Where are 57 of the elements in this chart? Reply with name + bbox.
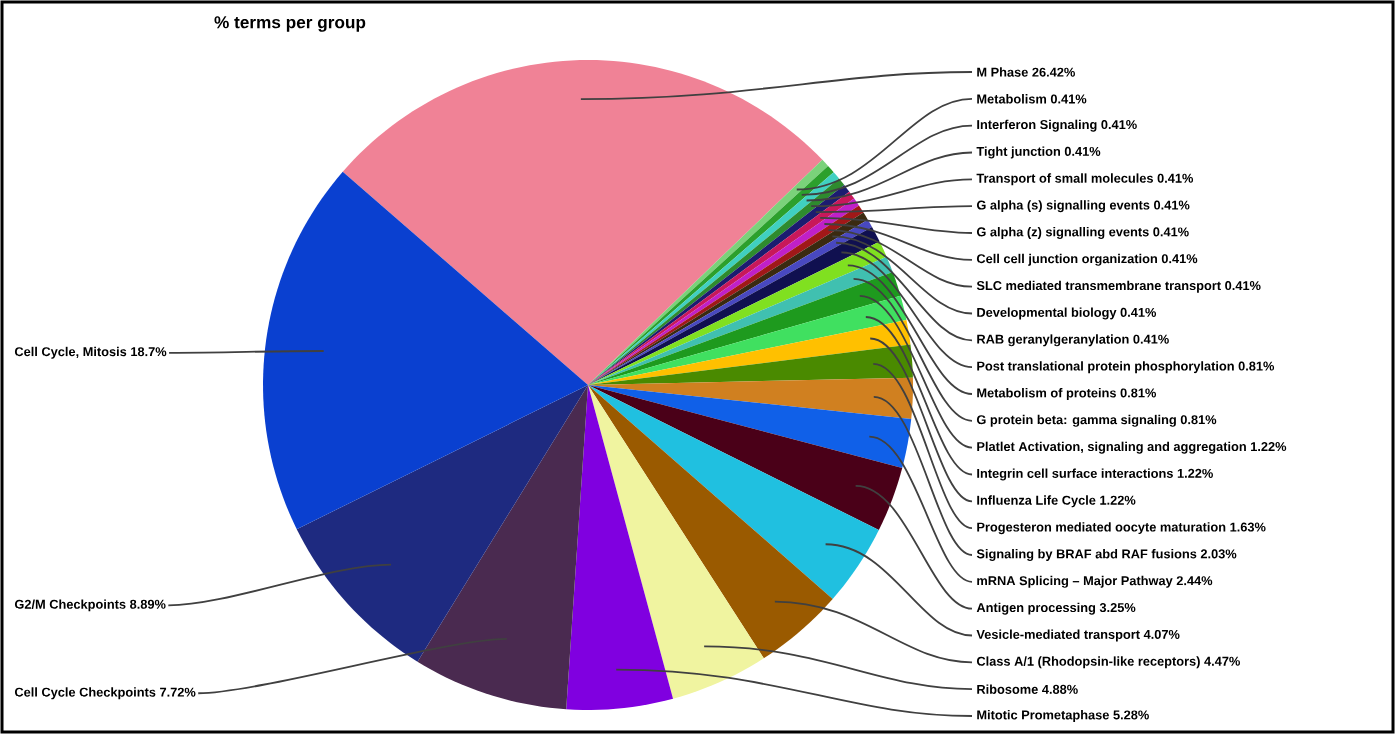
data-label: 0.41% (1225, 281, 1261, 291)
data-label: 0.41% (1133, 334, 1169, 344)
slice-label: G2/M Checkpoints (14, 599, 126, 612)
slice-label: G alpha (s) signalling events (976, 200, 1150, 213)
slice-label: Developmental biology (977, 307, 1117, 320)
slice-label: Cell Cycle Checkpoints (14, 687, 156, 700)
data-label: 0.41% (1050, 94, 1087, 104)
slice-label: Tight junction (976, 146, 1060, 159)
data-label: 26.42% (1032, 67, 1075, 77)
data-label: 0.41% (1120, 307, 1157, 317)
slice-label: Post translational protein phosphorylation (977, 361, 1234, 374)
data-label: 0.81% (1120, 388, 1157, 398)
data-label: 3.25% (1099, 603, 1136, 613)
data-label: 0.41% (1153, 227, 1189, 237)
slice-label: Influenza Life Cycle (977, 495, 1096, 508)
data-label: 0.41% (1064, 146, 1101, 156)
slice-label: Metabolism of proteins (977, 388, 1116, 400)
data-label: 1.63% (1230, 522, 1266, 532)
slice-label: Ribosome (977, 684, 1038, 694)
slice-label: SLC mediated transmembrane transport (976, 280, 1221, 293)
slice-label: Progesteron mediated oocyte maturation (977, 522, 1226, 535)
data-label: 5.28% (1113, 710, 1149, 720)
slice-label: Vesicle-mediated transport (976, 629, 1140, 642)
data-label: 8.89% (130, 599, 166, 609)
slice-label: Class A/1 (Rhodopsin-like receptors) (976, 656, 1200, 669)
slice-label: Integrin cell surface interactions (977, 468, 1173, 481)
data-label: 1.22% (1100, 495, 1136, 505)
slice-label: mRNA Splicing – Major Pathway (977, 575, 1173, 588)
slice-label: RAB geranylgeranylation (977, 334, 1129, 347)
slice-label: Cell cell junction organization (976, 253, 1157, 266)
data-label: 0.81% (1180, 415, 1217, 425)
data-label: 1.22% (1251, 442, 1287, 452)
data-label: 18.7% (131, 347, 167, 357)
data-label: 1.22% (1177, 468, 1213, 478)
data-label: 2.03% (1200, 549, 1237, 559)
slice-label: G protein beta: gamma signaling (976, 414, 1176, 427)
data-label: 0.41% (1161, 254, 1198, 264)
slice-label: Interferon Signaling (977, 119, 1097, 132)
slice-label: Antigen processing (976, 602, 1096, 615)
slice-label: Metabolism (977, 94, 1047, 104)
data-label: 4.88% (1042, 684, 1078, 694)
data-label: 4.47% (1204, 656, 1240, 666)
chart-title: % terms per group (214, 16, 366, 32)
slice-label: Cell Cycle, Mitosis (14, 346, 127, 359)
data-label: 0.81% (1238, 361, 1275, 371)
slice-label: Transport of small molecules (976, 173, 1153, 186)
data-label: 0.41% (1157, 173, 1194, 183)
data-label: 7.72% (160, 687, 196, 697)
slice-label: Mitotic Prometaphase (977, 710, 1109, 722)
slice-label: G alpha (z) signalling events (976, 227, 1149, 239)
slice-label: Platlet Activation, signaling and aggregation (977, 441, 1246, 454)
slice-label: M Phase (977, 67, 1028, 77)
data-label: 2.44% (1176, 576, 1213, 586)
data-label: 4.07% (1143, 629, 1180, 639)
data-label: 0.41% (1101, 120, 1137, 130)
data-label: 0.41% (1154, 200, 1190, 210)
slice-label: Signaling by BRAF abd RAF fusions (976, 549, 1197, 561)
